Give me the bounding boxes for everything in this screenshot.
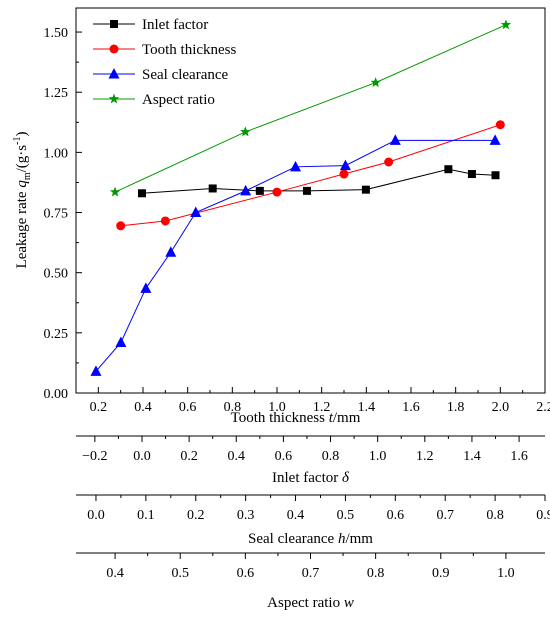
series-line-tooth <box>120 124 501 227</box>
x-tick-label-inlet: 0.0 <box>133 449 151 464</box>
plot-frame <box>75 7 546 394</box>
data-point-tooth <box>339 169 349 179</box>
x-tick-label-inlet: 1.0 <box>369 449 387 464</box>
x-tick-label-tooth: 0.2 <box>90 400 108 415</box>
data-point-tooth <box>160 216 170 226</box>
x-tick-label-seal: 0.7 <box>436 508 454 523</box>
data-point-inlet <box>467 170 476 179</box>
x-tick-label-seal: 0.9 <box>536 508 550 523</box>
data-point-inlet <box>255 186 264 195</box>
data-point-aspect <box>370 77 381 88</box>
x-tick-label-seal: 0.8 <box>486 508 504 523</box>
data-point-aspect <box>500 19 512 30</box>
legend-marker <box>109 44 119 54</box>
data-point-inlet <box>208 184 217 193</box>
x-tick-label-inlet: 1.4 <box>463 449 481 464</box>
x-tick-label-tooth: 0.6 <box>179 400 197 415</box>
x-tick-label-tooth: 1.4 <box>358 400 376 415</box>
x-tick-label-aspect: 0.5 <box>171 566 189 581</box>
x-tick-label-aspect: 0.9 <box>432 566 450 581</box>
data-point-tooth <box>116 221 126 231</box>
x-tick-label-inlet: 0.4 <box>228 449 246 464</box>
x-axis-title-seal: Seal clearance h/mm <box>248 531 373 547</box>
x-tick-label-inlet: −0.2 <box>82 449 107 464</box>
data-point-inlet <box>361 185 370 194</box>
data-point-seal <box>489 134 501 145</box>
x-tick-label-aspect: 1.0 <box>497 566 515 581</box>
x-tick-label-tooth: 1.0 <box>268 400 286 415</box>
x-tick-label-inlet: 0.6 <box>275 449 293 464</box>
data-point-aspect <box>109 186 121 197</box>
x-tick-label-tooth: 1.8 <box>447 400 465 415</box>
data-point-seal <box>115 336 127 347</box>
y-tick-label: 1.00 <box>44 146 69 161</box>
legend-label: Inlet factor <box>142 17 208 33</box>
x-tick-label-seal: 0.5 <box>337 508 355 523</box>
x-tick-label-tooth: 0.8 <box>224 400 242 415</box>
x-tick-label-aspect: 0.8 <box>367 566 385 581</box>
data-point-seal <box>90 365 102 376</box>
data-point-tooth <box>272 187 282 197</box>
x-tick-label-inlet: 1.2 <box>416 449 434 464</box>
legend-label: Tooth thickness <box>142 42 237 58</box>
x-axis-title-inlet: Inlet factor δ <box>272 470 350 486</box>
data-point-aspect <box>240 126 251 137</box>
data-point-seal <box>290 160 302 172</box>
x-tick-label-aspect: 0.4 <box>106 566 124 581</box>
y-tick-label: 0.00 <box>44 387 69 402</box>
y-tick-label: 0.75 <box>44 207 69 222</box>
legend-marker <box>110 20 118 28</box>
y-axis-title: Leakage rate qm/(g·s-1) <box>12 132 33 269</box>
x-tick-label-tooth: 2.2 <box>536 400 550 415</box>
x-tick-label-tooth: 0.4 <box>134 400 152 415</box>
legend-label: Aspect ratio <box>142 92 215 108</box>
x-tick-label-tooth: 1.6 <box>402 400 420 415</box>
data-point-tooth <box>495 120 505 130</box>
legend-label: Seal clearance <box>142 67 229 83</box>
x-tick-label-inlet: 0.2 <box>180 449 198 464</box>
x-tick-label-seal: 0.1 <box>137 508 155 523</box>
series-line-aspect <box>114 24 507 193</box>
y-tick-label: 0.50 <box>44 267 69 282</box>
legend-marker <box>108 93 120 104</box>
x-tick-label-inlet: 0.8 <box>322 449 340 464</box>
data-point-seal <box>190 206 202 218</box>
data-point-inlet <box>444 165 453 174</box>
x-tick-label-inlet: 1.6 <box>510 449 528 464</box>
data-point-tooth <box>384 157 394 167</box>
data-point-seal <box>240 184 252 196</box>
legend-marker <box>108 68 120 79</box>
y-tick-label: 1.25 <box>44 86 69 101</box>
x-tick-label-tooth: 2.0 <box>492 400 510 415</box>
x-tick-label-seal: 0.6 <box>387 508 405 523</box>
data-point-seal <box>165 246 177 257</box>
x-tick-label-tooth: 1.2 <box>313 400 331 415</box>
data-point-inlet <box>137 189 146 198</box>
data-point-seal <box>339 159 351 171</box>
data-point-seal <box>389 134 401 145</box>
x-tick-label-aspect: 0.7 <box>302 566 320 581</box>
y-tick-label: 0.25 <box>44 327 69 342</box>
data-point-seal <box>140 282 152 293</box>
x-tick-label-seal: 0.2 <box>187 508 205 523</box>
x-tick-label-seal: 0.0 <box>87 508 105 523</box>
y-tick-label: 1.50 <box>44 26 69 41</box>
x-tick-label-seal: 0.3 <box>237 508 255 523</box>
series-line-seal <box>95 139 496 372</box>
x-tick-label-aspect: 0.6 <box>237 566 255 581</box>
data-point-inlet <box>302 186 311 195</box>
x-axis-title-aspect: Aspect ratio w <box>267 595 354 611</box>
x-tick-label-seal: 0.4 <box>287 508 305 523</box>
x-axis-title-tooth: Tooth thickness t/mm <box>231 410 361 426</box>
data-point-inlet <box>491 171 500 180</box>
